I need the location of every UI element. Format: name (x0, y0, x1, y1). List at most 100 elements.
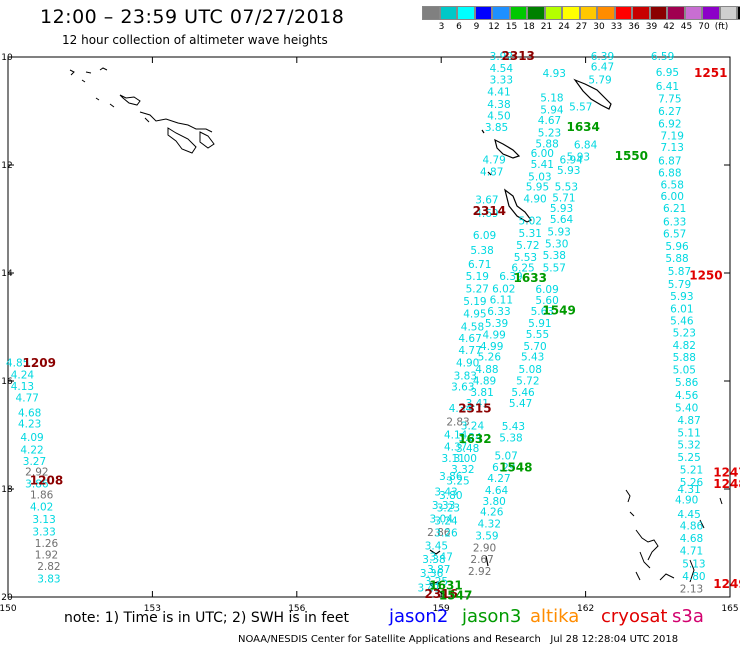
map-axes: 150 153 156 159 162 165 10 12 14 16 18 20 (0, 53, 739, 614)
swh-value: 5.30 (545, 238, 568, 250)
swh-value: 2.83 (446, 417, 469, 429)
swh-value: 5.26 (680, 477, 704, 489)
swh-value: 4.38 (487, 99, 510, 111)
pass-time-label: 1251 (694, 66, 727, 80)
color-scale-label: 30 (593, 22, 605, 32)
color-swatch (492, 6, 510, 20)
color-swatch (597, 6, 615, 20)
swh-value: 6.02 (492, 284, 515, 296)
swh-value: 3.48 (456, 443, 479, 455)
swh-value: 5.25 (677, 452, 700, 464)
swh-value: 4.68 (680, 533, 703, 545)
lat-tick-label: 12 (1, 161, 12, 171)
swh-value: 5.02 (519, 216, 542, 228)
swh-value: 5.57 (543, 263, 566, 275)
swh-value: 5.13 (682, 559, 705, 571)
footnote: note: 1) Time is in UTC; 2) SWH is in fe… (64, 610, 350, 626)
swh-value: 5.40 (675, 402, 698, 414)
swh-value: 4.87 (480, 166, 503, 178)
pass-time-label: 1550 (615, 149, 648, 163)
swh-value: 6.01 (670, 304, 693, 316)
track-cryosat-1209-1208: 4.854.244.134.77 4.684.234.094.223.272.92… (6, 358, 61, 586)
pass-time-label: 1634 (566, 120, 599, 134)
satellite-s3a: s3a (672, 606, 704, 627)
swh-value: 5.19 (463, 296, 486, 308)
map-subtitle: 12 hour collection of altimeter wave hei… (62, 33, 328, 47)
color-scale-label: 33 (610, 22, 623, 32)
color-swatch (684, 6, 702, 20)
satellite-cryosat: cryosat (601, 606, 668, 627)
color-swatch (457, 6, 475, 20)
satellite-altika: altika (530, 606, 580, 627)
swh-value: 4.80 (682, 571, 705, 583)
swh-value: 5.05 (673, 365, 696, 377)
coastline-southeast-islands (625, 489, 723, 583)
swh-value: 5.64 (550, 214, 574, 226)
color-swatch (702, 6, 720, 20)
swh-value: 3.83 (37, 574, 60, 586)
map-title: 12:00 – 23:59 UTC 07/27/2018 (40, 6, 345, 28)
swh-value: 5.11 (677, 427, 700, 439)
color-scale-label: 70 (698, 22, 710, 32)
swh-value: 4.02 (30, 501, 53, 513)
swh-value: 4.64 (485, 485, 509, 497)
map-border (7, 56, 731, 598)
lon-tick-label: 159 (433, 604, 450, 614)
swh-value: 2.13 (680, 583, 703, 595)
swh-value: 3.27 (23, 456, 46, 468)
color-scale-label: 21 (540, 22, 553, 32)
swh-value: 3.24 (458, 432, 482, 444)
swh-value: 5.96 (665, 241, 689, 253)
swh-value: 3.80 (482, 496, 505, 508)
coastline-island-b (494, 138, 521, 159)
swh-value: 3.87 (427, 564, 450, 576)
swh-value: 5.38 (470, 245, 493, 257)
swh-value: 3.38 (422, 554, 445, 566)
swh-value: 4.87 (677, 415, 700, 427)
swh-value: 7.19 (661, 130, 684, 142)
color-scale-label: 45 (680, 22, 693, 32)
swh-value: 4.68 (18, 407, 41, 419)
pass-time-label: 1247 (713, 465, 740, 479)
swh-value: 6.33 (487, 306, 510, 318)
swh-value: 6.00 (661, 191, 684, 203)
swh-value: 3.63 (451, 381, 474, 393)
swh-value: 5.53 (514, 252, 537, 264)
swh-value: 1.26 (35, 538, 59, 550)
swh-value: 5.55 (526, 329, 549, 341)
swh-value: 4.77 (458, 345, 481, 357)
swh-value: 3.36 (420, 568, 444, 580)
swh-value: 6.41 (656, 81, 679, 93)
swh-value: 6.94 (559, 155, 583, 167)
satellite-jason3: jason3 (462, 606, 522, 627)
coastline-island-d (428, 129, 492, 597)
color-swatch (667, 6, 685, 20)
swh-value: 4.50 (487, 110, 510, 122)
pass-labels: 1209 1208 2313 1251 1634 1550 2314 1633 1250 1549… (23, 49, 740, 602)
swh-value: 5.57 (569, 102, 592, 114)
swh-value: 5.91 (528, 318, 551, 330)
track-altika-track-a: 3.924.543.334.414.384.503.854.794.873.67… (417, 51, 513, 594)
coastline-northwest-islands (69, 67, 215, 154)
swh-value: 7.75 (658, 94, 681, 106)
swh-value: 4.93 (543, 68, 566, 80)
color-scale-label: 42 (663, 22, 675, 32)
color-scale-label: 39 (645, 22, 658, 32)
swh-value: 6.88 (658, 168, 681, 180)
swh-value: 6.57 (663, 229, 686, 241)
swh-value: 3.67 (475, 195, 498, 207)
swh-value: 5.26 (478, 352, 502, 364)
swh-value: 6.58 (661, 179, 684, 191)
swh-value: 5.08 (519, 364, 542, 376)
swh-value: 3.86 (25, 479, 49, 491)
swh-value: 5.63 (531, 306, 554, 318)
pass-time-label: 1209 (23, 356, 56, 370)
color-swatch (737, 6, 740, 20)
swh-value: 5.93 (550, 203, 573, 215)
swh-value: 6.29 (492, 462, 515, 474)
swh-value: 5.60 (535, 295, 558, 307)
swh-value: 7.13 (661, 142, 684, 154)
swh-value: 5.19 (466, 271, 489, 283)
swh-value: 6.21 (663, 203, 686, 215)
